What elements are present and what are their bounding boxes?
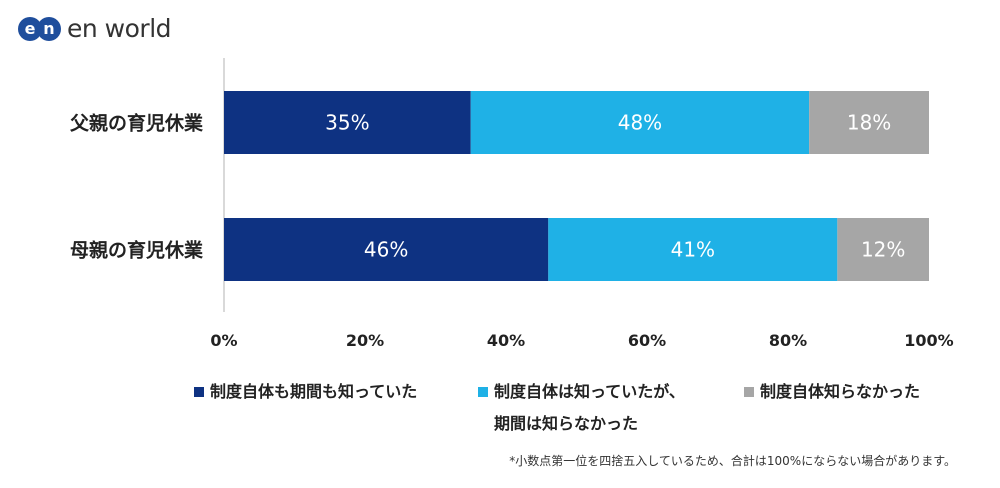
- x-tick-label: 40%: [487, 331, 525, 350]
- bar-segment: [224, 91, 471, 154]
- legend-item-did-not-know: 制度自体知らなかった: [744, 376, 920, 408]
- bar-value-label: 35%: [325, 111, 369, 135]
- bar-value-label: 46%: [364, 238, 408, 262]
- legend-swatch-knew-both: [194, 387, 204, 397]
- x-tick-label: 0%: [210, 331, 237, 350]
- bar-segment: [548, 218, 838, 281]
- legend-label-knew-system-only: 制度自体は知っていたが、 期間は知らなかった: [494, 382, 685, 433]
- legend-label-did-not-know: 制度自体知らなかった: [760, 382, 921, 401]
- stacked-bar-chart: 父親の育児休業 35% 48% 18% 母親の育児休業 46% 41% 12% 0% 20% 40%…: [69, 58, 954, 350]
- legend-swatch-did-not-know: [744, 387, 754, 397]
- legend-item-knew-both: 制度自体も期間も知っていた: [194, 376, 417, 408]
- footnote: *小数点第一位を四捨五入しているため、合計は100%にならない場合があります。: [509, 454, 956, 468]
- bar-value-label: 41%: [671, 238, 715, 262]
- x-tick-label: 20%: [346, 331, 384, 350]
- legend-swatch-knew-system-only: [478, 387, 488, 397]
- category-label: 母親の育児休業: [70, 239, 204, 262]
- logo-mark: e n: [18, 16, 61, 41]
- bar-value-label: 12%: [861, 238, 905, 262]
- bar-segment: [837, 218, 929, 281]
- legend-label-knew-both: 制度自体も期間も知っていた: [210, 382, 418, 401]
- logo-mark-n: n: [37, 16, 61, 41]
- x-tick-label: 100%: [904, 331, 953, 350]
- bar-segment: [470, 91, 810, 154]
- bar-value-label: 48%: [618, 111, 662, 135]
- bar-segment: [809, 91, 929, 154]
- bar-value-label: 18%: [847, 111, 891, 135]
- category-label: 父親の育児休業: [69, 112, 204, 135]
- logo-text: en world: [67, 14, 172, 43]
- x-tick-label: 80%: [769, 331, 807, 350]
- enworld-logo: e n en world: [18, 14, 172, 43]
- x-tick-label: 60%: [628, 331, 666, 350]
- bar-segment: [224, 218, 549, 281]
- legend-item-knew-system-only: 制度自体は知っていたが、 期間は知らなかった: [478, 376, 685, 440]
